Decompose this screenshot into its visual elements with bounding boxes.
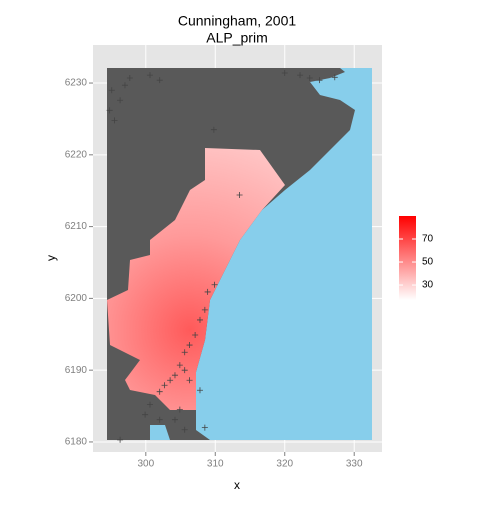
ocean (196, 68, 372, 440)
ocean-inlet (150, 425, 170, 440)
polling-place (167, 377, 174, 384)
chart-subtitle: ALP_prim (206, 30, 267, 46)
polling-place (201, 306, 208, 313)
polling-place (181, 426, 188, 433)
y-tick-label: 6230 (65, 78, 88, 89)
polling-place (236, 192, 243, 199)
polling-place (297, 72, 304, 79)
colorbar-tick-label: 70 (422, 234, 434, 245)
polling-place (121, 82, 128, 89)
y-tick-label: 6210 (65, 221, 88, 232)
polling-place (192, 331, 199, 338)
y-tick-label: 6190 (65, 365, 88, 376)
polling-place (306, 75, 313, 82)
polling-place (201, 424, 208, 431)
chart-title: Cunningham, 2001 (178, 13, 297, 29)
polling-place (156, 388, 163, 395)
polling-place (117, 97, 124, 104)
polling-place (196, 387, 203, 394)
polling-place (156, 77, 163, 84)
polling-place (281, 69, 288, 76)
polling-place (196, 316, 203, 323)
y-tick-label: 6180 (65, 437, 88, 448)
markers (106, 69, 338, 443)
x-tick-label: 300 (137, 459, 154, 470)
polling-place (161, 382, 168, 389)
polling-place (171, 372, 178, 379)
polling-place (176, 362, 183, 369)
polling-place (211, 281, 218, 288)
polling-place (186, 342, 193, 349)
vote-surface (107, 148, 285, 410)
x-tick-label: 310 (207, 459, 224, 470)
polling-place (181, 367, 188, 374)
y-tick-label: 6220 (65, 149, 88, 160)
colorbar-tick-label: 30 (422, 280, 434, 291)
colorbar (399, 216, 416, 300)
polling-place (156, 416, 163, 423)
polling-place (204, 288, 211, 295)
polling-place (146, 401, 153, 408)
polling-place (171, 416, 178, 423)
x-axis-label: x (234, 478, 240, 492)
y-axis-label: y (44, 255, 58, 261)
polling-place (142, 411, 149, 418)
polling-place (181, 349, 188, 356)
polling-place (331, 74, 338, 81)
polling-place (108, 87, 115, 94)
polling-place (146, 72, 153, 79)
polling-place (106, 107, 113, 114)
polling-place (117, 436, 124, 443)
polling-place (111, 117, 118, 124)
y-tick-label: 6200 (65, 293, 88, 304)
colorbar-tick-label: 50 (422, 257, 434, 268)
polling-place (316, 77, 323, 84)
x-tick-label: 330 (346, 459, 363, 470)
polling-place (186, 377, 193, 384)
polling-place (176, 406, 183, 413)
polling-place (126, 75, 133, 82)
x-tick-label: 320 (276, 459, 293, 470)
polling-place (210, 126, 217, 133)
